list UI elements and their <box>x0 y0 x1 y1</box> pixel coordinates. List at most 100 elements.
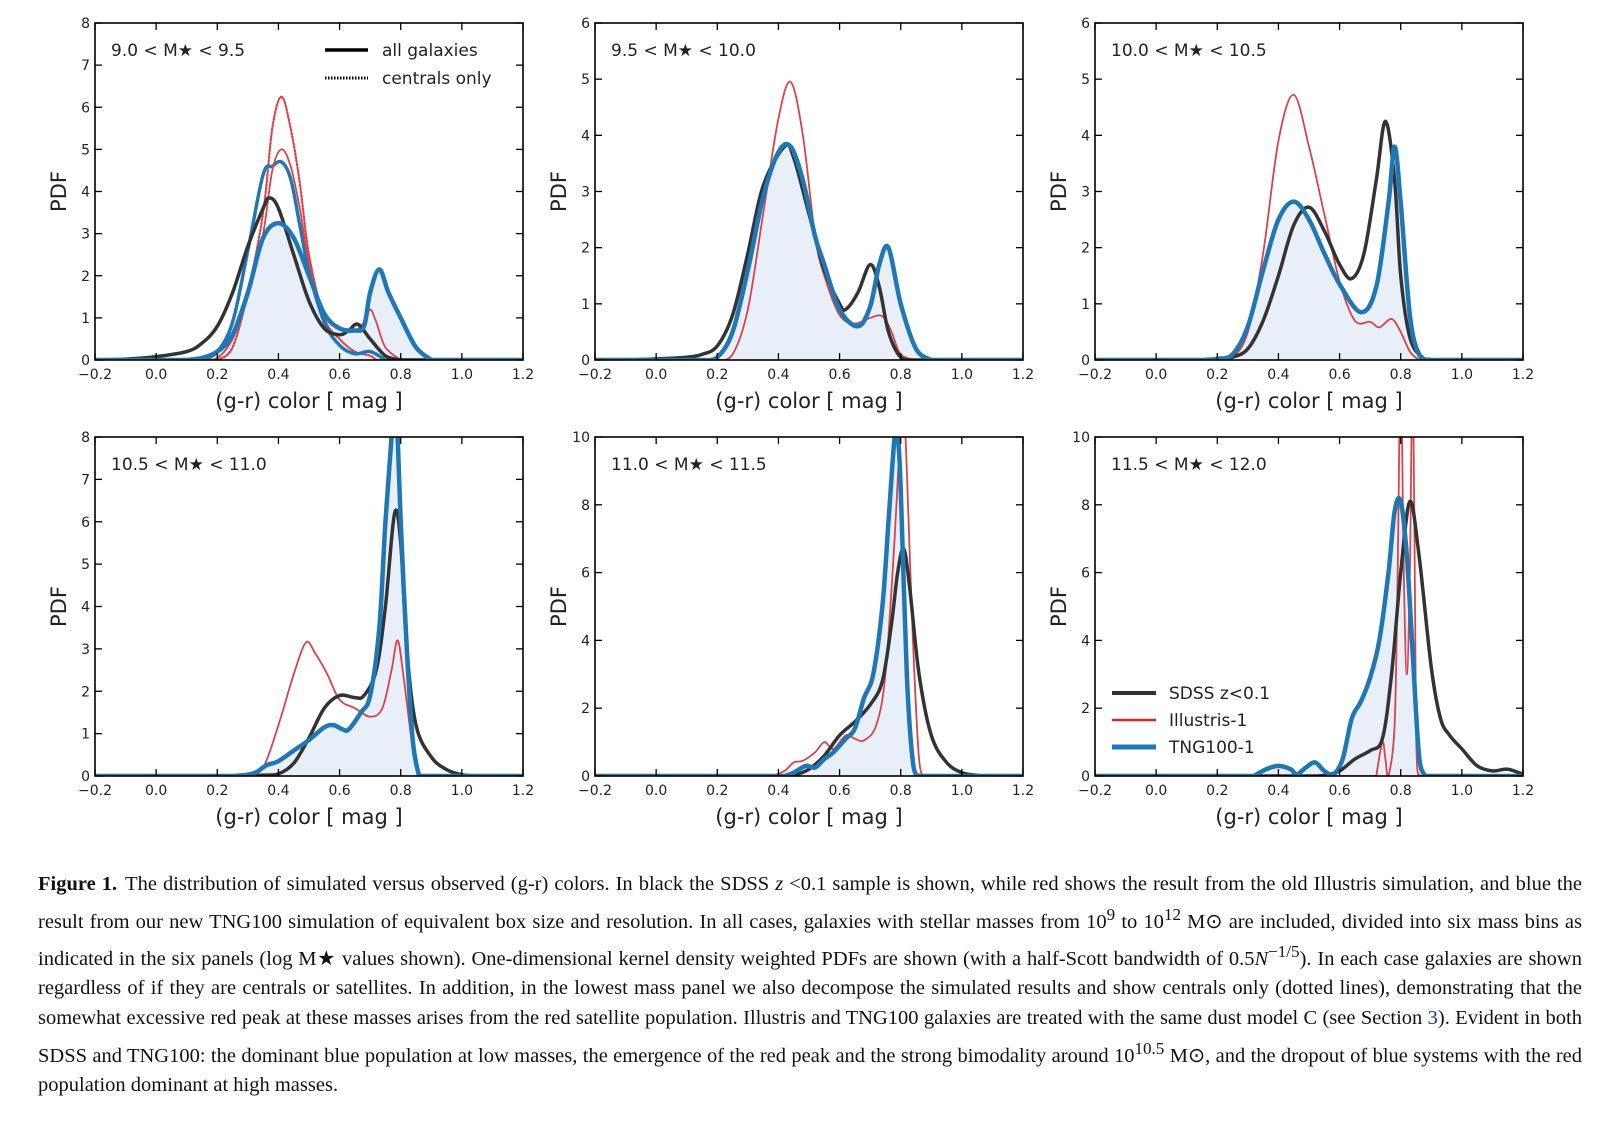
x-tick-label: 0.6 <box>328 367 350 383</box>
legend-label: TNG100-1 <box>1168 738 1255 758</box>
x-tick-label: 0.0 <box>145 367 167 383</box>
x-tick-label: 1.0 <box>1451 783 1473 799</box>
y-axis-label: PDF <box>547 171 571 212</box>
x-tick-label: 0.2 <box>1206 783 1228 799</box>
plot-area <box>1095 93 1523 360</box>
y-tick-label: 3 <box>1081 185 1090 201</box>
y-tick-label: 8 <box>1081 498 1090 514</box>
y-tick-label: 5 <box>1081 72 1090 88</box>
chart-panel-4: −0.2 0.0 0.2 0.4 0.6 0.8 1.0 1.2 0 1 2 3 4 5 6 7 8 (g-r) … <box>47 430 534 829</box>
series-line-tng100-1 <box>95 220 523 360</box>
caption-superscript: 10.5 <box>1134 1038 1165 1058</box>
x-tick-label: 0.8 <box>890 783 912 799</box>
x-tick-label: 0.6 <box>828 367 850 383</box>
y-tick-label: 7 <box>81 472 90 488</box>
plot-frame <box>594 436 1024 777</box>
x-axis-label: (g-r) color [ mag ] <box>215 389 402 413</box>
series-fill-tng <box>595 144 1023 360</box>
plot-area <box>95 437 523 776</box>
x-tick-label: 1.2 <box>1012 367 1034 383</box>
caption-superscript: 9 <box>1106 904 1116 924</box>
x-tick-label: 0.4 <box>767 783 789 799</box>
caption-superscript: 12 <box>1163 904 1182 924</box>
x-tick-label: 0.4 <box>767 367 789 383</box>
plot-area <box>95 95 523 360</box>
y-tick-label: 4 <box>81 185 90 201</box>
series-line-tng100-1 <box>1095 495 1523 776</box>
y-axis-label: PDF <box>547 586 571 627</box>
y-tick-label: 1 <box>81 727 90 743</box>
series-line-sdss-z-0-1 <box>1095 499 1523 776</box>
series-line-tng100-1 <box>1095 144 1523 360</box>
plot-frame <box>1094 436 1524 777</box>
y-tick-label: 0 <box>581 769 590 785</box>
x-tick-label: −0.2 <box>578 367 612 383</box>
x-tick-label: 0.0 <box>1145 367 1167 383</box>
y-tick-label: 0 <box>1081 353 1090 369</box>
y-tick-label: 1 <box>81 311 90 327</box>
panel-mass-label: 10.5 < M★ < 11.0 <box>111 455 267 475</box>
x-tick-label: 0.8 <box>1390 783 1412 799</box>
x-tick-label: 0.6 <box>828 783 850 799</box>
y-tick-label: 2 <box>81 684 90 700</box>
y-tick-label: 0 <box>81 769 90 785</box>
y-tick-label: 2 <box>1081 241 1090 257</box>
chart-panel-2: −0.2 0.0 0.2 0.4 0.6 0.8 1.0 1.2 0 1 2 3 4 5 6 (g-r) co… <box>547 16 1034 413</box>
chart-panel-6: −0.2 0.0 0.2 0.4 0.6 0.8 1.0 1.2 0 2 4 6 8 10 (g-r) co… <box>1047 430 1534 829</box>
x-tick-label: 0.0 <box>645 367 667 383</box>
y-tick-label: 0 <box>581 353 590 369</box>
series-line-sdss-z-0-1 <box>595 546 1023 776</box>
legend-label: SDSS z<0.1 <box>1169 684 1270 704</box>
y-tick-label: 8 <box>81 430 90 446</box>
caption-text: <0.1 sample is shown, while red shows th… <box>38 873 1583 933</box>
series-fill-tng <box>95 223 523 360</box>
series-line-sdss-z-0-1 <box>1095 119 1523 360</box>
x-tick-label: 0.4 <box>267 367 289 383</box>
section-link[interactable]: 3 <box>1427 1007 1438 1030</box>
legend-label: Illustris-1 <box>1169 711 1247 731</box>
x-tick-label: 0.2 <box>706 783 728 799</box>
series-line-illustris-1 <box>95 639 523 776</box>
y-tick-label: 2 <box>581 701 590 717</box>
caption-z-symbol: z <box>775 873 784 895</box>
x-tick-label: 1.0 <box>451 783 473 799</box>
y-tick-label: 7 <box>81 58 90 74</box>
caption-text: ). In each case galaxies are shown regar… <box>38 947 1582 1030</box>
series-line-sdss-z-0-1 <box>95 508 523 776</box>
panel-mass-label: 11.5 < M★ < 12.0 <box>1111 455 1267 475</box>
x-tick-label: 1.0 <box>451 367 473 383</box>
legend-label: centrals only <box>382 69 492 89</box>
panel-mass-label: 10.0 < M★ < 10.5 <box>1111 41 1267 61</box>
chart-panel-3: −0.2 0.0 0.2 0.4 0.6 0.8 1.0 1.2 0 1 2 3 4 5 6 (g-r) co… <box>1047 16 1534 413</box>
x-tick-label: −0.2 <box>78 783 112 799</box>
y-tick-label: 5 <box>81 142 90 158</box>
legend-label: all galaxies <box>382 41 478 61</box>
y-tick-label: 6 <box>1081 16 1090 32</box>
x-tick-label: 0.2 <box>706 367 728 383</box>
series-line-tng100-1-centrals <box>95 159 523 360</box>
y-axis-label: PDF <box>1047 586 1071 627</box>
x-tick-label: 1.0 <box>951 367 973 383</box>
y-tick-label: 6 <box>581 566 590 582</box>
y-tick-label: 6 <box>1081 566 1090 582</box>
x-tick-label: 0.2 <box>206 367 228 383</box>
series-fill-tng <box>1095 146 1523 360</box>
y-tick-label: 6 <box>581 16 590 32</box>
x-tick-label: 1.2 <box>512 783 534 799</box>
x-tick-label: 0.0 <box>145 783 167 799</box>
y-tick-label: 3 <box>581 185 590 201</box>
y-tick-label: 3 <box>81 642 90 658</box>
x-axis-label: (g-r) color [ mag ] <box>1215 805 1402 829</box>
caption-text: M⊙, and the dropout of blue systems with… <box>38 1044 1582 1097</box>
series-line-tng100-1 <box>595 141 1023 360</box>
chart-panel-1: −0.2 0.0 0.2 0.4 0.6 0.8 1.0 1.2 0 1 2 3 4 5 6 7 8 (g-r) … <box>47 16 534 413</box>
panel-mass-label: 11.0 < M★ < 11.5 <box>611 455 767 475</box>
x-tick-label: −0.2 <box>578 783 612 799</box>
x-tick-label: −0.2 <box>1078 367 1112 383</box>
x-tick-label: −0.2 <box>78 367 112 383</box>
y-axis-label: PDF <box>47 586 71 627</box>
x-tick-label: 1.0 <box>1451 367 1473 383</box>
series-line-sdss-z-0-1 <box>595 143 1023 360</box>
y-tick-label: 2 <box>1081 701 1090 717</box>
x-tick-label: 0.8 <box>390 367 412 383</box>
